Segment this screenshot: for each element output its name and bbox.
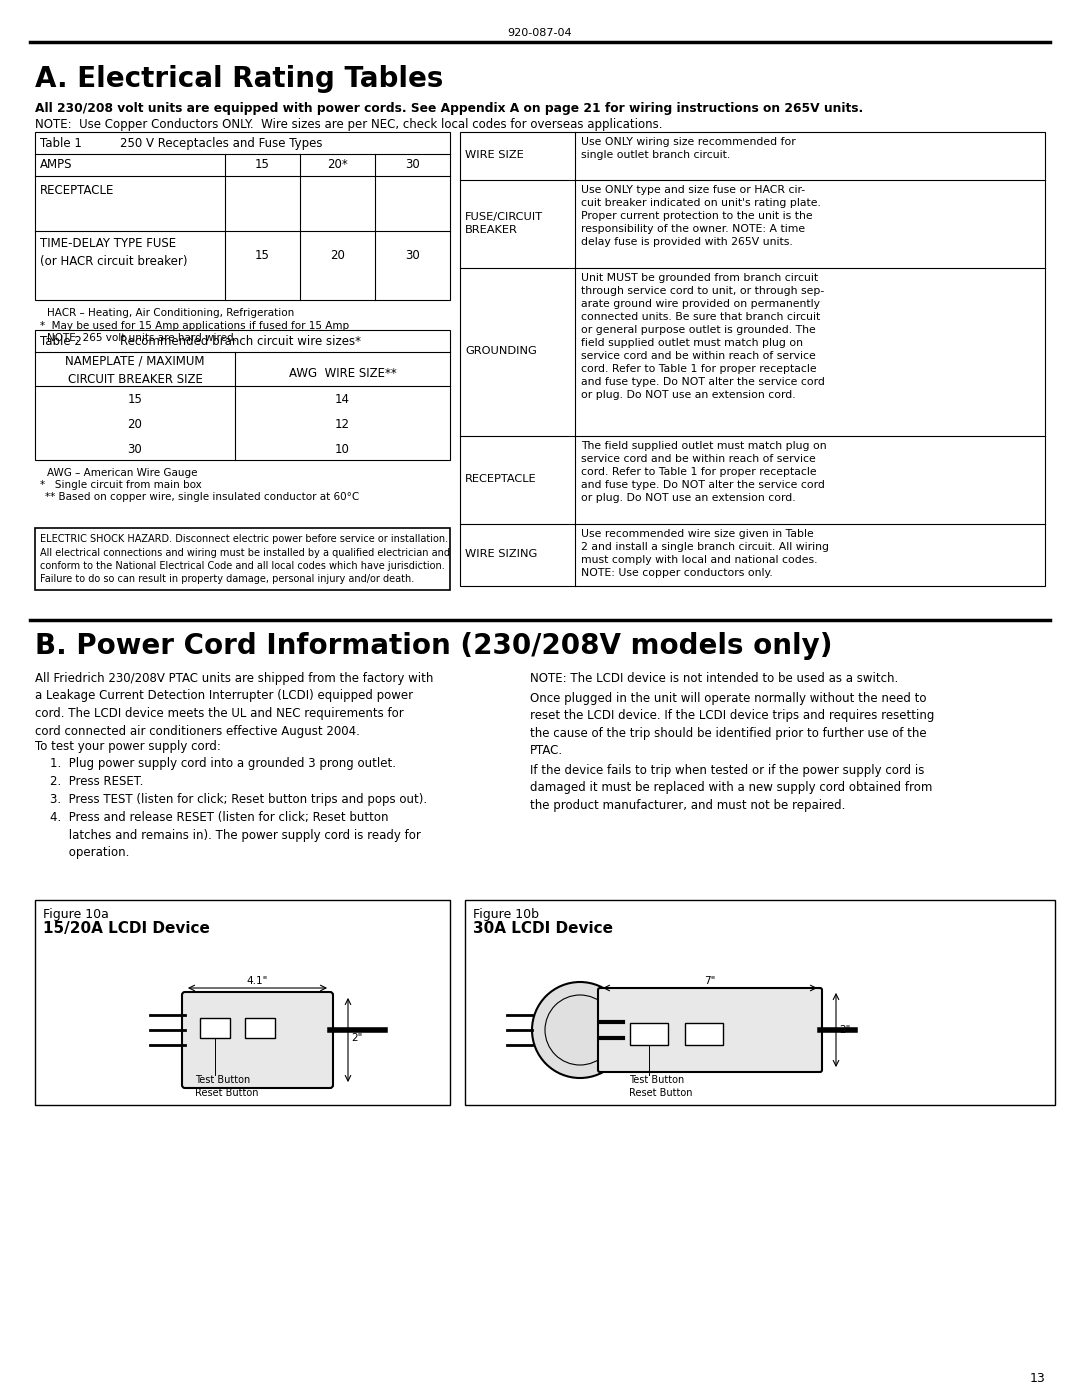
Text: The field supplied outlet must match plug on
service cord and be within reach of: The field supplied outlet must match plu… — [581, 441, 826, 503]
Bar — [685, 1023, 723, 1045]
Text: HACR – Heating, Air Conditioning, Refrigeration: HACR – Heating, Air Conditioning, Refrig… — [48, 307, 294, 319]
Text: NAMEPLATE / MAXIMUM
CIRCUIT BREAKER SIZE: NAMEPLATE / MAXIMUM CIRCUIT BREAKER SIZE — [65, 355, 205, 386]
Text: GROUNDING: GROUNDING — [465, 346, 537, 356]
Text: 20*: 20* — [327, 158, 348, 170]
Text: All 230/208 volt units are equipped with power cords. See Appendix A on page 21 : All 230/208 volt units are equipped with… — [35, 102, 863, 115]
Text: Recommended branch circuit wire sizes*: Recommended branch circuit wire sizes* — [120, 335, 361, 348]
Text: ELECTRIC SHOCK HAZARD. Disconnect electric power before service or installation.: ELECTRIC SHOCK HAZARD. Disconnect electr… — [40, 534, 448, 543]
Text: 30: 30 — [405, 249, 420, 263]
Text: Table 1: Table 1 — [40, 137, 82, 149]
Bar — [35, 330, 450, 460]
Text: NOTE: The LCDI device is not intended to be used as a switch.: NOTE: The LCDI device is not intended to… — [530, 672, 899, 685]
Text: Figure 10a: Figure 10a — [43, 908, 109, 921]
Text: WIRE SIZE: WIRE SIZE — [465, 149, 524, 161]
Text: Table 2: Table 2 — [40, 335, 82, 348]
Text: *  May be used for 15 Amp applications if fused for 15 Amp: * May be used for 15 Amp applications if… — [40, 321, 349, 331]
Text: 7": 7" — [704, 977, 716, 986]
Bar — [35, 528, 450, 590]
Text: 30A LCDI Device: 30A LCDI Device — [473, 921, 613, 936]
Bar — [200, 1018, 230, 1038]
Text: Unit MUST be grounded from branch circuit
through service cord to unit, or throu: Unit MUST be grounded from branch circui… — [581, 272, 825, 401]
Text: WIRE SIZING: WIRE SIZING — [465, 549, 537, 559]
Text: conform to the National Electrical Code and all local codes which have jurisdict: conform to the National Electrical Code … — [40, 562, 445, 571]
Text: Use recommended wire size given in Table
2 and install a single branch circuit. : Use recommended wire size given in Table… — [581, 529, 829, 578]
Text: Once plugged in the unit will operate normally without the need to
reset the LCD: Once plugged in the unit will operate no… — [530, 692, 934, 757]
Text: 14: 14 — [335, 394, 350, 407]
Text: Reset Button: Reset Button — [195, 1088, 258, 1098]
Text: *   Single circuit from main box: * Single circuit from main box — [40, 481, 202, 490]
Text: RECEPTACLE: RECEPTACLE — [465, 474, 537, 483]
Text: B. Power Cord Information (230/208V models only): B. Power Cord Information (230/208V mode… — [35, 631, 833, 659]
Text: 250 V Receptacles and Fuse Types: 250 V Receptacles and Fuse Types — [120, 137, 323, 149]
Text: 15/20A LCDI Device: 15/20A LCDI Device — [43, 921, 210, 936]
Text: TIME-DELAY TYPE FUSE
(or HACR circuit breaker): TIME-DELAY TYPE FUSE (or HACR circuit br… — [40, 237, 188, 268]
Text: AMPS: AMPS — [40, 158, 72, 170]
Text: 30: 30 — [405, 158, 420, 170]
Text: 15: 15 — [255, 249, 270, 263]
Text: All Friedrich 230/208V PTAC units are shipped from the factory with
a Leakage Cu: All Friedrich 230/208V PTAC units are sh… — [35, 672, 433, 738]
Text: RECEPTACLE: RECEPTACLE — [40, 184, 114, 197]
Text: Test Button: Test Button — [195, 1076, 251, 1085]
Text: 4.  Press and release RESET (listen for click; Reset button
     latches and rem: 4. Press and release RESET (listen for c… — [50, 812, 421, 859]
FancyBboxPatch shape — [598, 988, 822, 1071]
Text: Use ONLY type and size fuse or HACR cir-
cuit breaker indicated on unit's rating: Use ONLY type and size fuse or HACR cir-… — [581, 184, 821, 247]
Text: NOTE:  Use Copper Conductors ONLY.  Wire sizes are per NEC, check local codes fo: NOTE: Use Copper Conductors ONLY. Wire s… — [35, 117, 662, 131]
Text: Failure to do so can result in property damage, personal injury and/or death.: Failure to do so can result in property … — [40, 574, 415, 584]
Text: FUSE/CIRCUIT: FUSE/CIRCUIT — [465, 212, 543, 222]
Text: All electrical connections and wiring must be installed by a qualified electrici: All electrical connections and wiring mu… — [40, 548, 450, 557]
Bar — [245, 1018, 275, 1038]
Text: If the device fails to trip when tested or if the power supply cord is
damaged i: If the device fails to trip when tested … — [530, 764, 932, 812]
Text: 4.1": 4.1" — [247, 977, 268, 986]
Text: AWG  WIRE SIZE**: AWG WIRE SIZE** — [288, 367, 396, 380]
Text: 20: 20 — [330, 249, 345, 263]
Text: 15: 15 — [255, 158, 270, 170]
Text: 2": 2" — [839, 1025, 850, 1035]
Text: 10: 10 — [335, 443, 350, 455]
Text: 2": 2" — [351, 1032, 363, 1044]
Text: To test your power supply cord:: To test your power supply cord: — [35, 740, 221, 753]
Text: Figure 10b: Figure 10b — [473, 908, 539, 921]
Bar — [460, 131, 1045, 585]
Bar — [35, 131, 450, 300]
Text: AWG – American Wire Gauge: AWG – American Wire Gauge — [48, 468, 198, 478]
Text: 15: 15 — [127, 394, 143, 407]
Text: ** Based on copper wire, single insulated conductor at 60°C: ** Based on copper wire, single insulate… — [45, 492, 360, 502]
FancyBboxPatch shape — [183, 992, 333, 1088]
Text: NOTE: 265 volt units are hard wired.: NOTE: 265 volt units are hard wired. — [48, 332, 237, 344]
Text: 920-087-04: 920-087-04 — [508, 28, 572, 38]
Text: 12: 12 — [335, 418, 350, 432]
Circle shape — [532, 982, 627, 1078]
Bar — [465, 900, 1055, 1105]
Text: Test Button: Test Button — [629, 1076, 685, 1085]
Text: 2.  Press RESET.: 2. Press RESET. — [50, 775, 144, 788]
Text: Reset Button: Reset Button — [629, 1088, 692, 1098]
Text: A. Electrical Rating Tables: A. Electrical Rating Tables — [35, 66, 444, 94]
Text: Use ONLY wiring size recommended for
single outlet branch circuit.: Use ONLY wiring size recommended for sin… — [581, 137, 796, 161]
Bar — [630, 1023, 669, 1045]
Text: 20: 20 — [127, 418, 143, 432]
Bar — [35, 900, 450, 1105]
Text: 1.  Plug power supply cord into a grounded 3 prong outlet.: 1. Plug power supply cord into a grounde… — [50, 757, 396, 770]
Text: 13: 13 — [1029, 1372, 1045, 1384]
Text: BREAKER: BREAKER — [465, 225, 518, 235]
Text: 3.  Press TEST (listen for click; Reset button trips and pops out).: 3. Press TEST (listen for click; Reset b… — [50, 793, 427, 806]
Text: 30: 30 — [127, 443, 143, 455]
